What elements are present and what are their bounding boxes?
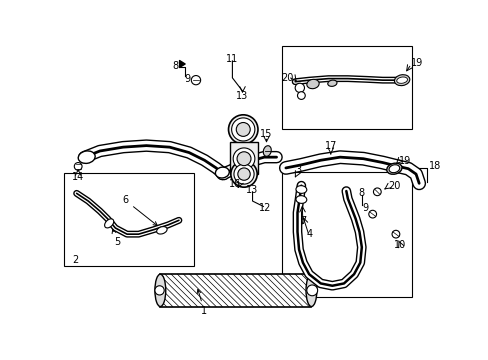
Circle shape (297, 92, 305, 99)
Bar (64, 172, 194, 266)
Text: 2: 2 (72, 255, 78, 265)
FancyArrowPatch shape (179, 60, 185, 67)
Ellipse shape (215, 167, 229, 178)
Circle shape (74, 163, 82, 170)
Text: 9: 9 (362, 203, 368, 213)
Ellipse shape (295, 186, 306, 193)
Bar (282, 46, 411, 130)
Text: 13: 13 (246, 185, 258, 195)
Text: 7: 7 (300, 216, 306, 226)
Ellipse shape (231, 118, 254, 141)
Ellipse shape (156, 226, 167, 234)
Ellipse shape (306, 79, 319, 89)
Circle shape (191, 76, 200, 85)
Ellipse shape (104, 219, 114, 228)
Circle shape (155, 286, 164, 295)
Text: 11: 11 (226, 54, 238, 64)
Text: 6: 6 (122, 195, 157, 226)
Text: 4: 4 (306, 229, 312, 239)
Circle shape (391, 230, 399, 238)
Ellipse shape (233, 148, 254, 170)
Ellipse shape (386, 163, 401, 174)
Ellipse shape (236, 122, 250, 136)
Ellipse shape (305, 274, 316, 306)
Text: 5: 5 (112, 229, 120, 247)
Text: 8: 8 (358, 188, 364, 198)
Ellipse shape (327, 80, 336, 86)
Circle shape (373, 188, 381, 195)
Text: 16: 16 (229, 179, 241, 189)
Bar (282, 172, 411, 297)
Text: 20: 20 (281, 73, 293, 83)
Text: 8: 8 (172, 60, 179, 71)
Text: 3: 3 (295, 165, 301, 175)
Text: 14: 14 (72, 172, 84, 182)
Text: 18: 18 (428, 161, 441, 171)
Text: 9: 9 (184, 73, 190, 84)
Text: 12: 12 (258, 203, 270, 213)
Ellipse shape (394, 75, 409, 86)
Text: 15: 15 (260, 129, 272, 139)
Ellipse shape (155, 274, 165, 306)
Circle shape (306, 285, 317, 296)
Text: 19: 19 (398, 156, 410, 166)
Circle shape (295, 83, 304, 93)
Text: 19: 19 (410, 58, 423, 68)
Text: 17: 17 (324, 141, 336, 152)
Ellipse shape (295, 195, 306, 203)
Bar (230, 142, 258, 174)
Ellipse shape (228, 115, 258, 144)
Bar (160, 274, 311, 306)
Ellipse shape (263, 146, 271, 156)
Ellipse shape (396, 77, 407, 83)
Ellipse shape (237, 152, 250, 166)
Ellipse shape (230, 161, 257, 187)
Text: 10: 10 (394, 240, 406, 250)
Circle shape (368, 210, 376, 218)
Text: 20: 20 (387, 181, 400, 192)
Ellipse shape (237, 168, 250, 180)
Ellipse shape (388, 165, 399, 173)
Text: 1: 1 (197, 289, 207, 316)
Ellipse shape (233, 164, 254, 184)
Text: 13: 13 (236, 91, 248, 100)
Ellipse shape (78, 151, 95, 163)
